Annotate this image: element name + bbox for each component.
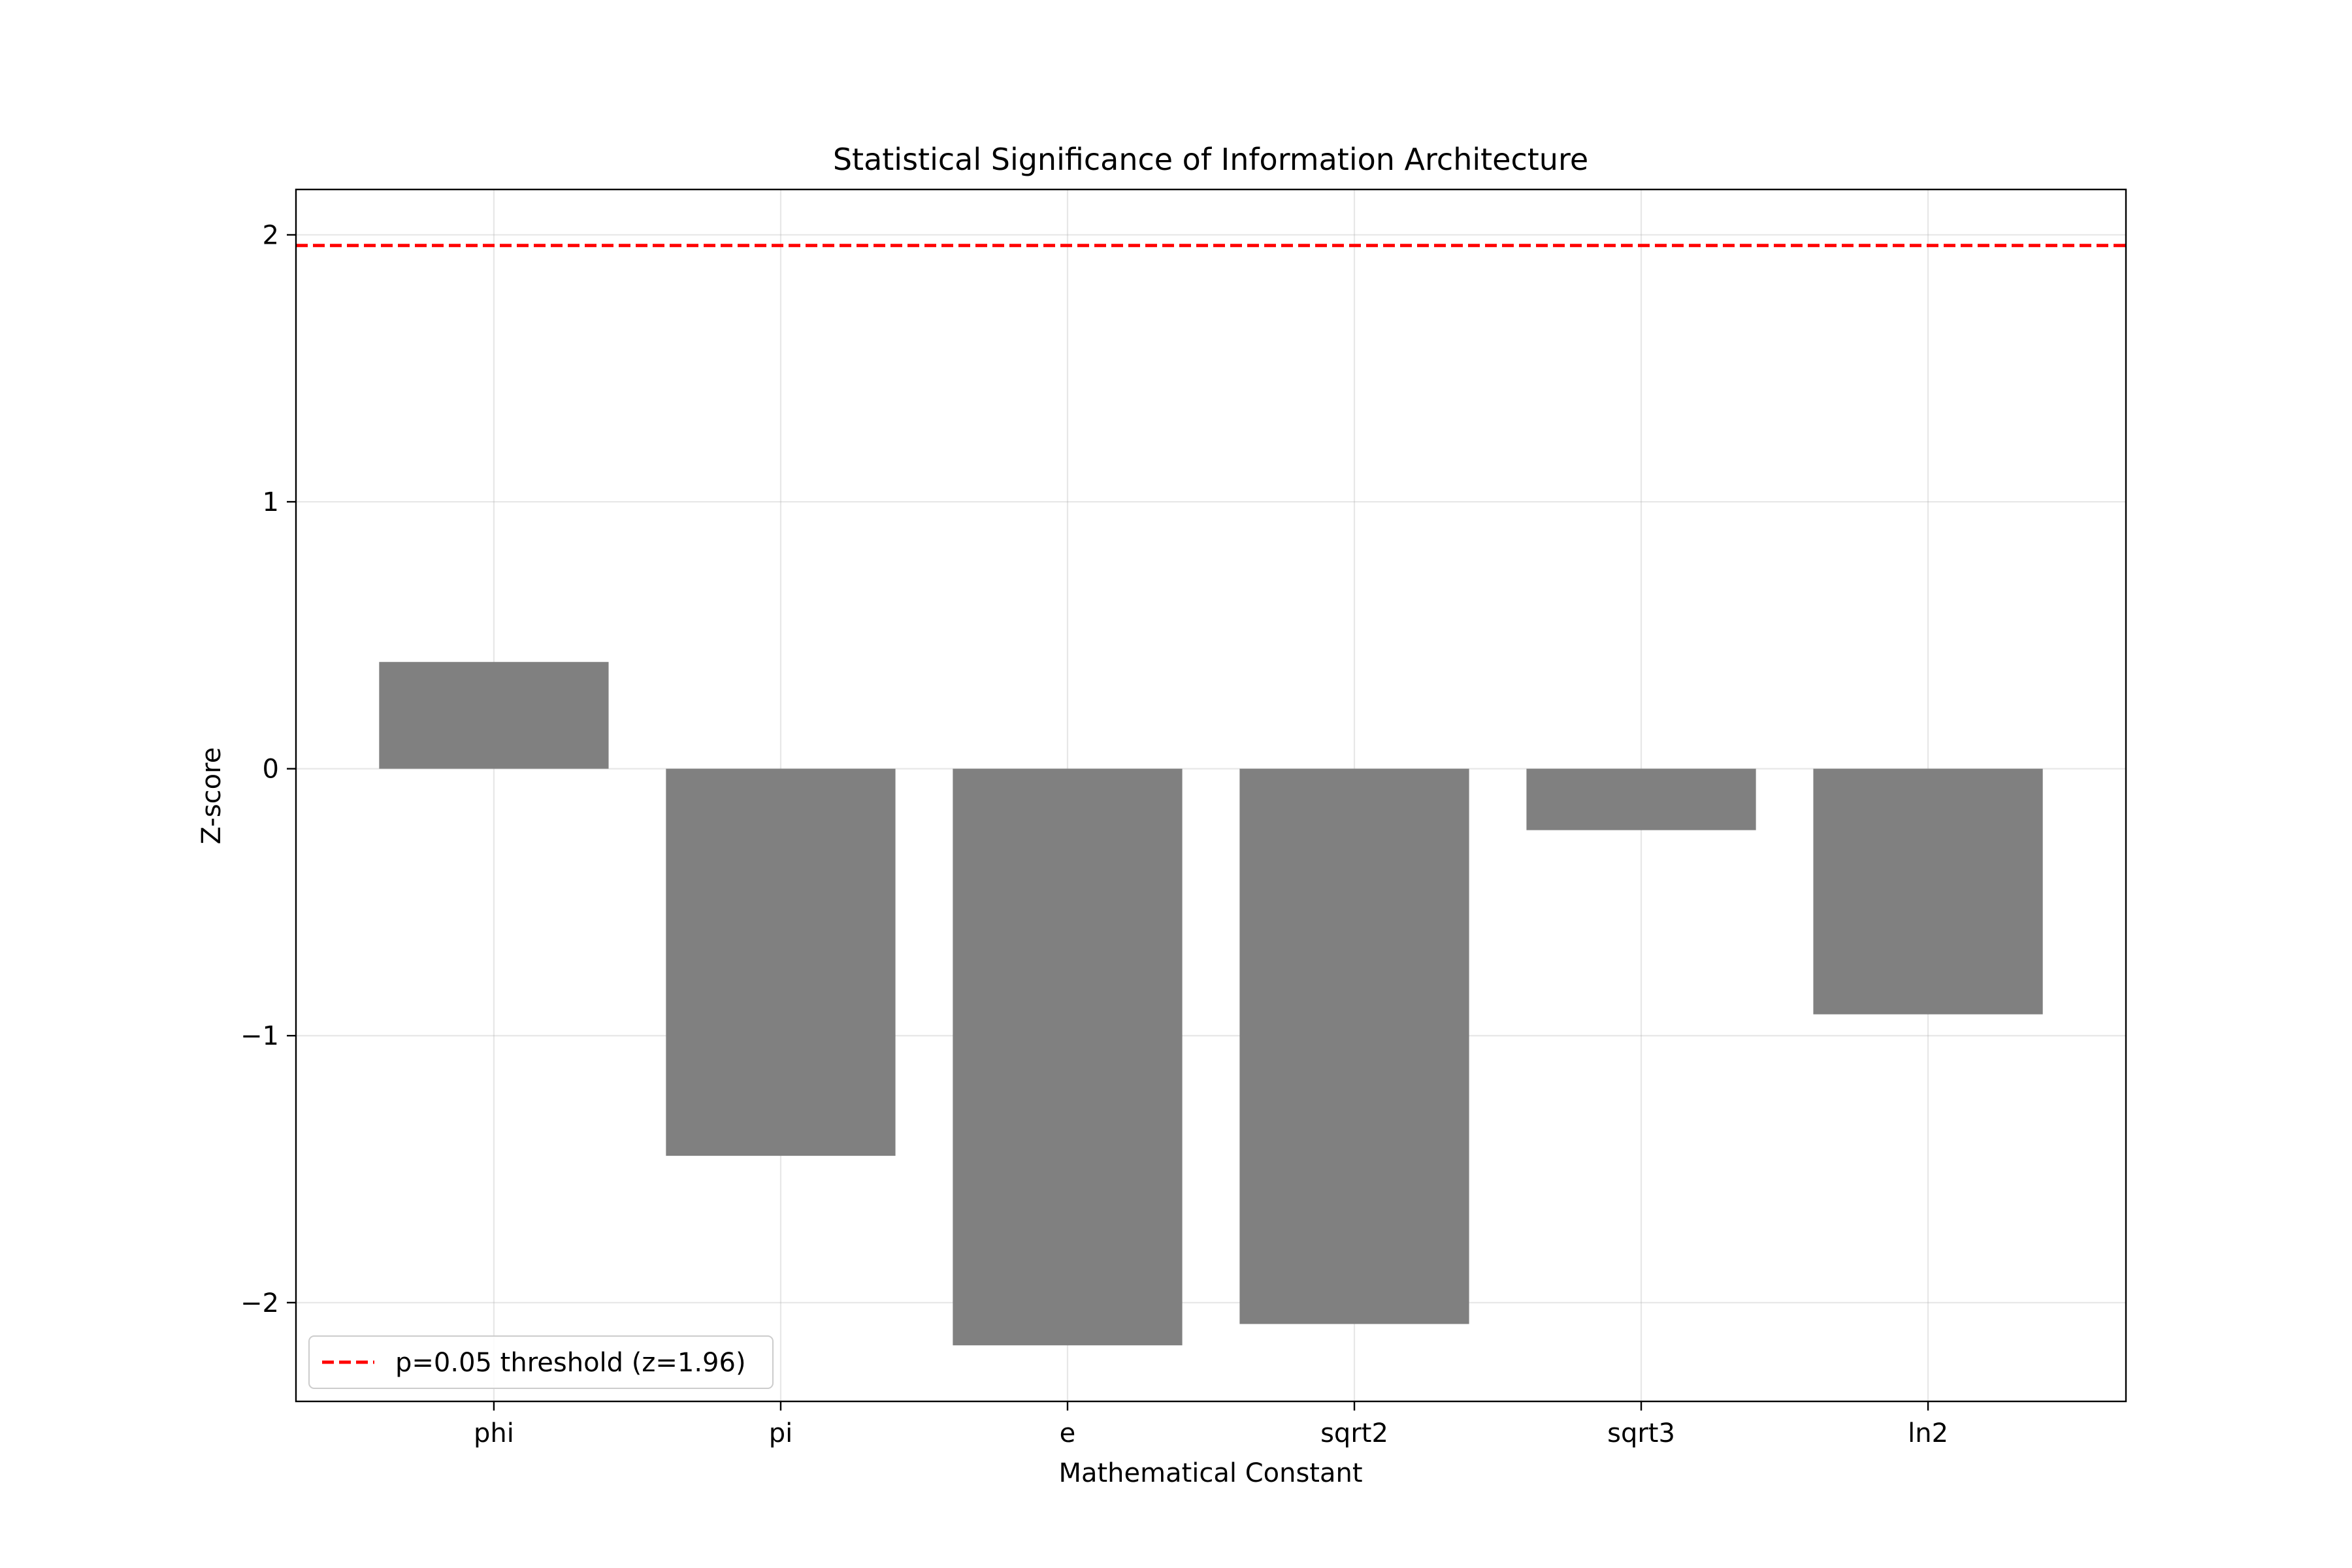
bar-layer [379, 662, 2043, 1346]
x-tick-label: ln2 [1908, 1418, 1948, 1448]
bar-phi [379, 662, 609, 769]
bar-sqrt2 [1239, 768, 1469, 1324]
y-tick-label: −2 [240, 1288, 279, 1318]
plot-frame [295, 188, 2127, 1403]
x-tick-label: sqrt3 [1607, 1418, 1675, 1448]
x-tick-label: phi [474, 1418, 514, 1448]
legend-label: p=0.05 threshold (z=1.96) [395, 1348, 746, 1378]
y-tick-label: −1 [240, 1021, 279, 1051]
y-axis-label: Z-score [197, 747, 227, 845]
bar-pi [666, 768, 896, 1156]
x-axis-label: Mathematical Constant [1058, 1458, 1362, 1488]
x-tick-label: e [1060, 1418, 1076, 1448]
y-tick-label: 2 [263, 220, 279, 250]
tick-layer: phi pi e sqrt2 sqrt3 ln2 2 1 0 −1 −2 [240, 220, 1948, 1448]
bar-ln2 [1813, 768, 2043, 1015]
x-tick-label: pi [769, 1418, 793, 1448]
y-tick-label: 1 [263, 487, 279, 517]
legend-box [308, 1335, 774, 1389]
y-tick-label: 0 [263, 755, 279, 785]
x-tick-label: sqrt2 [1320, 1418, 1388, 1448]
bar-sqrt3 [1526, 768, 1756, 830]
chart-title: Statistical Significance of Information … [833, 142, 1588, 177]
legend: p=0.05 threshold (z=1.96) [308, 1335, 774, 1389]
bar-e [953, 768, 1183, 1346]
